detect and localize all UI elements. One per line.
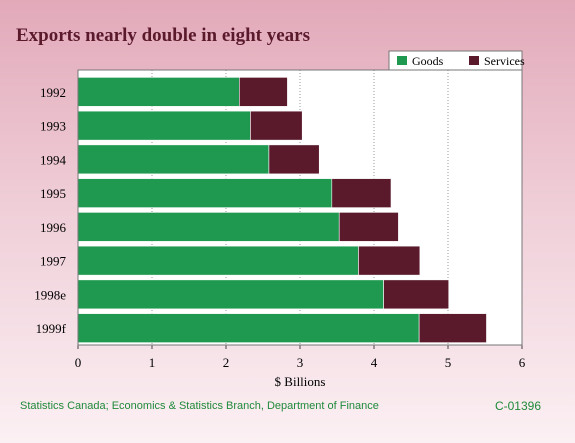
bar-goods [77, 212, 340, 242]
bar-goods [77, 245, 359, 276]
x-tick-label: 1 [149, 355, 156, 370]
x-tick-label: 0 [75, 355, 82, 370]
bar-services [331, 178, 392, 208]
x-tick-label: 6 [519, 355, 526, 370]
legend-box [388, 50, 523, 71]
bar-services [383, 279, 450, 310]
bar-services [418, 313, 487, 343]
chart-code: C-01396 [494, 399, 541, 413]
y-tick-label: 1996 [40, 220, 67, 235]
x-tick-label: 3 [297, 355, 304, 370]
bars [77, 77, 487, 343]
y-tick-label: 1993 [40, 119, 66, 134]
bar-goods [77, 313, 420, 343]
bar-services [358, 245, 421, 276]
bar-goods [77, 110, 251, 141]
bar-services [239, 77, 288, 107]
legend: Goods Services [388, 50, 525, 71]
y-tick-label: 1999f [36, 321, 67, 336]
legend-label-goods: Goods [412, 54, 444, 68]
x-tick-label: 5 [445, 355, 452, 370]
x-axis-title: $ Billions [275, 374, 326, 389]
axes: 0 1 2 3 4 5 6 1992 1993 1994 1995 1996 1997 1998e 1999… [34, 69, 526, 370]
x-tick-label: 2 [223, 355, 230, 370]
chart-title: Exports nearly double in eight years [16, 25, 310, 46]
y-tick-label: 1998e [34, 287, 66, 302]
y-tick-label: 1997 [40, 254, 67, 269]
source-note: Statistics Canada; Economics & Statistic… [20, 400, 379, 412]
bar-services [338, 212, 399, 242]
bar-goods [77, 279, 384, 310]
bar-services [250, 110, 303, 141]
bar-goods [77, 77, 240, 107]
y-tick-label: 1992 [40, 85, 66, 100]
y-tick-label: 1995 [40, 186, 66, 201]
legend-label-services: Services [484, 54, 525, 68]
x-tick-label: 4 [371, 355, 378, 370]
bar-services [268, 144, 320, 175]
legend-swatch-services [469, 56, 479, 65]
y-tick-label: 1994 [40, 152, 67, 167]
legend-swatch-goods [397, 56, 407, 65]
bar-goods [77, 144, 270, 175]
plot-border [77, 69, 523, 346]
bar-goods [77, 178, 333, 208]
